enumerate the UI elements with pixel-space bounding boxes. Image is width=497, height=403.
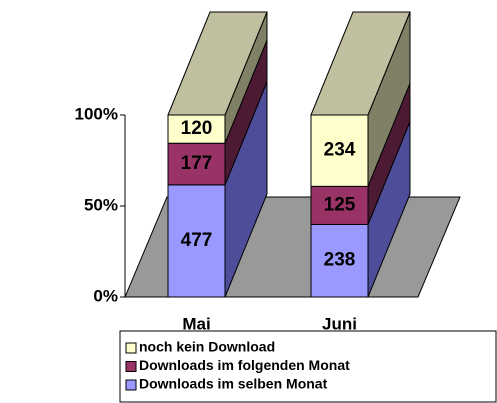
data-label: 120 (181, 118, 213, 139)
data-label: 238 (324, 250, 356, 271)
y-tick-label: 50% (84, 195, 118, 214)
legend-label: noch kein Download (139, 339, 275, 355)
data-label: 177 (181, 153, 213, 174)
legend-swatch (125, 361, 137, 372)
data-label: 234 (324, 140, 356, 161)
bar (310, 114, 369, 187)
x-tick-label: Juni (322, 314, 357, 333)
data-label: 125 (324, 194, 356, 215)
x-tick-label: Mai (182, 314, 210, 333)
legend-swatch (125, 342, 137, 354)
legend-label: Downloads im folgenden Monat (139, 357, 350, 373)
bar-top (167, 11, 268, 116)
data-label: 477 (181, 230, 213, 251)
bar (310, 223, 369, 298)
y-tick-label: 0% (93, 286, 118, 305)
legend-box (119, 330, 497, 403)
bar (167, 114, 226, 144)
legend-swatch (125, 379, 137, 391)
y-tick-label: 100% (75, 104, 118, 123)
legend-label: Downloads im selben Monat (139, 376, 328, 392)
bar (167, 142, 226, 186)
bar (310, 185, 369, 225)
bar-top (310, 11, 411, 116)
